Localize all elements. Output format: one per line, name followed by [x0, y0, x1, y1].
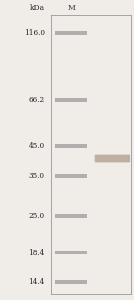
- Text: 66.2: 66.2: [29, 96, 45, 104]
- Bar: [55, 251, 87, 254]
- Bar: [55, 174, 87, 178]
- Text: 45.0: 45.0: [29, 142, 45, 150]
- Bar: [55, 98, 87, 102]
- Bar: [55, 144, 87, 148]
- Text: 18.4: 18.4: [29, 249, 45, 256]
- Text: 14.4: 14.4: [29, 278, 45, 286]
- Text: 116.0: 116.0: [24, 29, 45, 37]
- Text: kDa: kDa: [30, 4, 45, 12]
- Bar: [55, 214, 87, 218]
- Text: 25.0: 25.0: [29, 212, 45, 220]
- Text: M: M: [67, 4, 75, 12]
- FancyBboxPatch shape: [95, 154, 130, 162]
- Bar: [55, 31, 87, 35]
- Text: 35.0: 35.0: [29, 172, 45, 180]
- Bar: [55, 280, 87, 284]
